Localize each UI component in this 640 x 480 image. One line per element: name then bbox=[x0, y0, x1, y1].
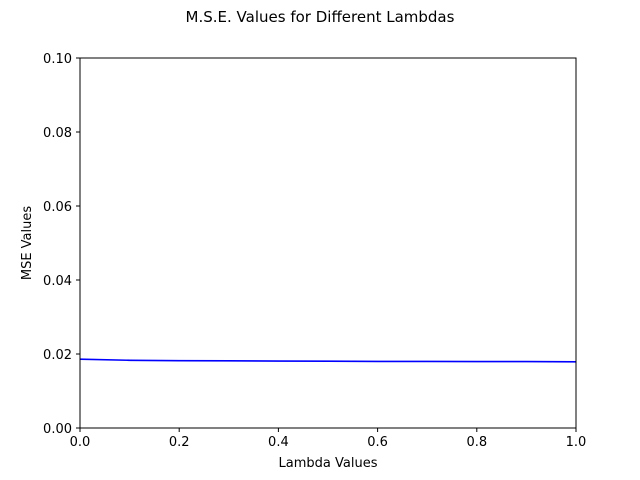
x-tick-label: 0.4 bbox=[268, 435, 289, 450]
x-tick-label: 0.2 bbox=[169, 435, 190, 450]
x-axis: 0.0 0.2 0.4 0.6 0.8 1.0 bbox=[70, 428, 587, 450]
y-tick-label: 0.00 bbox=[43, 422, 72, 437]
plot-area: 0.0 0.2 0.4 0.6 0.8 1.0 0.000.020.040.060.080… bbox=[43, 52, 586, 450]
y-tick-label: 0.02 bbox=[43, 348, 72, 363]
series-line bbox=[79, 358, 577, 363]
y-tick-label: 0.08 bbox=[43, 126, 72, 141]
x-tick-label: 1.0 bbox=[566, 435, 587, 450]
y-axis-label: MSE Values bbox=[20, 206, 35, 281]
chart-title: M.S.E. Values for Different Lambdas bbox=[186, 8, 455, 26]
y-tick-label: 0.04 bbox=[43, 274, 72, 289]
series-layer bbox=[79, 358, 577, 363]
x-tick-label: 0.6 bbox=[367, 435, 388, 450]
y-axis: 0.00 0.02 0.04 0.06 0.08 0.10 bbox=[43, 52, 80, 437]
y-tick-label: 0.10 bbox=[43, 52, 72, 67]
y-tick-label: 0.06 bbox=[43, 200, 72, 215]
x-tick-label: 0.0 bbox=[70, 435, 91, 450]
x-tick-label: 0.8 bbox=[466, 435, 487, 450]
plot-frame bbox=[79, 57, 577, 429]
x-axis-label: Lambda Values bbox=[279, 456, 378, 471]
